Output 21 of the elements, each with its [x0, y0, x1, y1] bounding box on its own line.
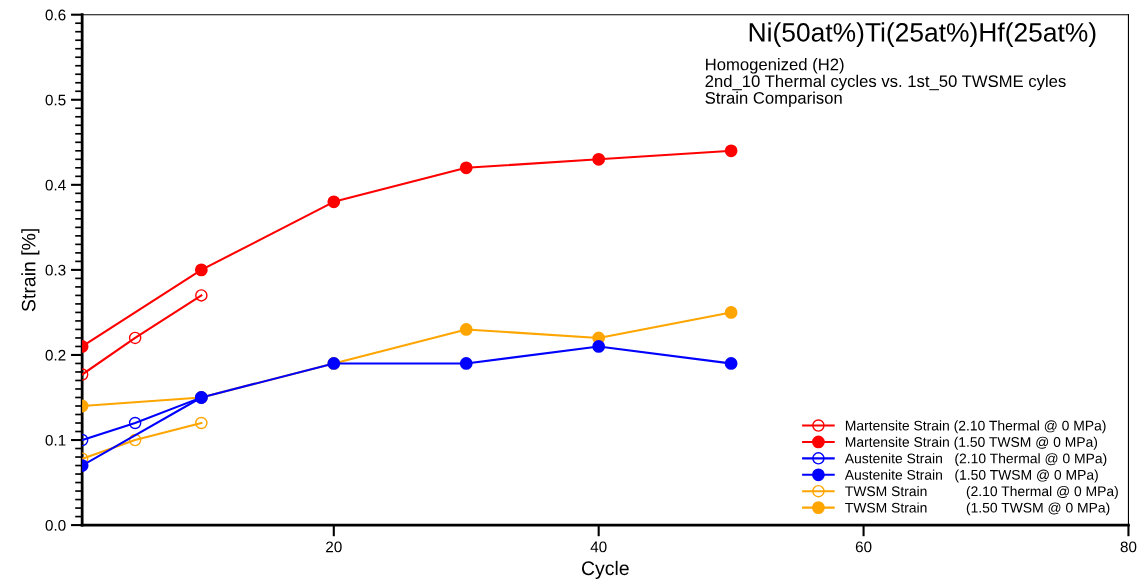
x-axis-title: Cycle	[581, 560, 629, 579]
y-tick-label: 0.4	[45, 179, 66, 191]
legend-label: Martensite Strain (2.10 Thermal @ 0 MPa)	[845, 420, 1106, 434]
y-tick-label: 0.3	[45, 264, 66, 276]
x-tick-label: 80	[1120, 541, 1137, 553]
text: Homogenized (H2) 2nd_10 Thermal cycles vs. 1st_50 TWSME cyles Strain Comparison	[705, 58, 1066, 108]
x-tick-label: 20	[326, 541, 342, 553]
y-axis-title: Strain [%]	[21, 229, 40, 312]
legend-label: Martensite Strain (1.50 TWSM @ 0 MPa)	[845, 436, 1098, 450]
y-tick-label: 0.0	[45, 519, 66, 531]
legend-label: TWSM Strain (1.50 TWSM @ 0 MPa)	[845, 502, 1110, 516]
chart-title: Ni(50at%)Ti(25at%)Hf(25at%)	[749, 22, 1096, 47]
legend-label: Austenite Strain (1.50 TWSM @ 0 MPa)	[844, 469, 1098, 483]
legend-label: Austenite Strain (2.10 Thermal @ 0 MPa)	[844, 453, 1107, 467]
y-tick-label: 0.1	[45, 434, 66, 446]
y-tick-label: 0.5	[45, 94, 66, 106]
y-tick-label: 0.2	[45, 349, 66, 361]
x-tick-label: 40	[590, 541, 607, 553]
x-tick-label: 60	[855, 541, 872, 553]
legend-label: TWSM Strain (2.10 Thermal @ 0 MPa)	[845, 486, 1118, 499]
y-tick-label: 0.6	[45, 9, 66, 21]
